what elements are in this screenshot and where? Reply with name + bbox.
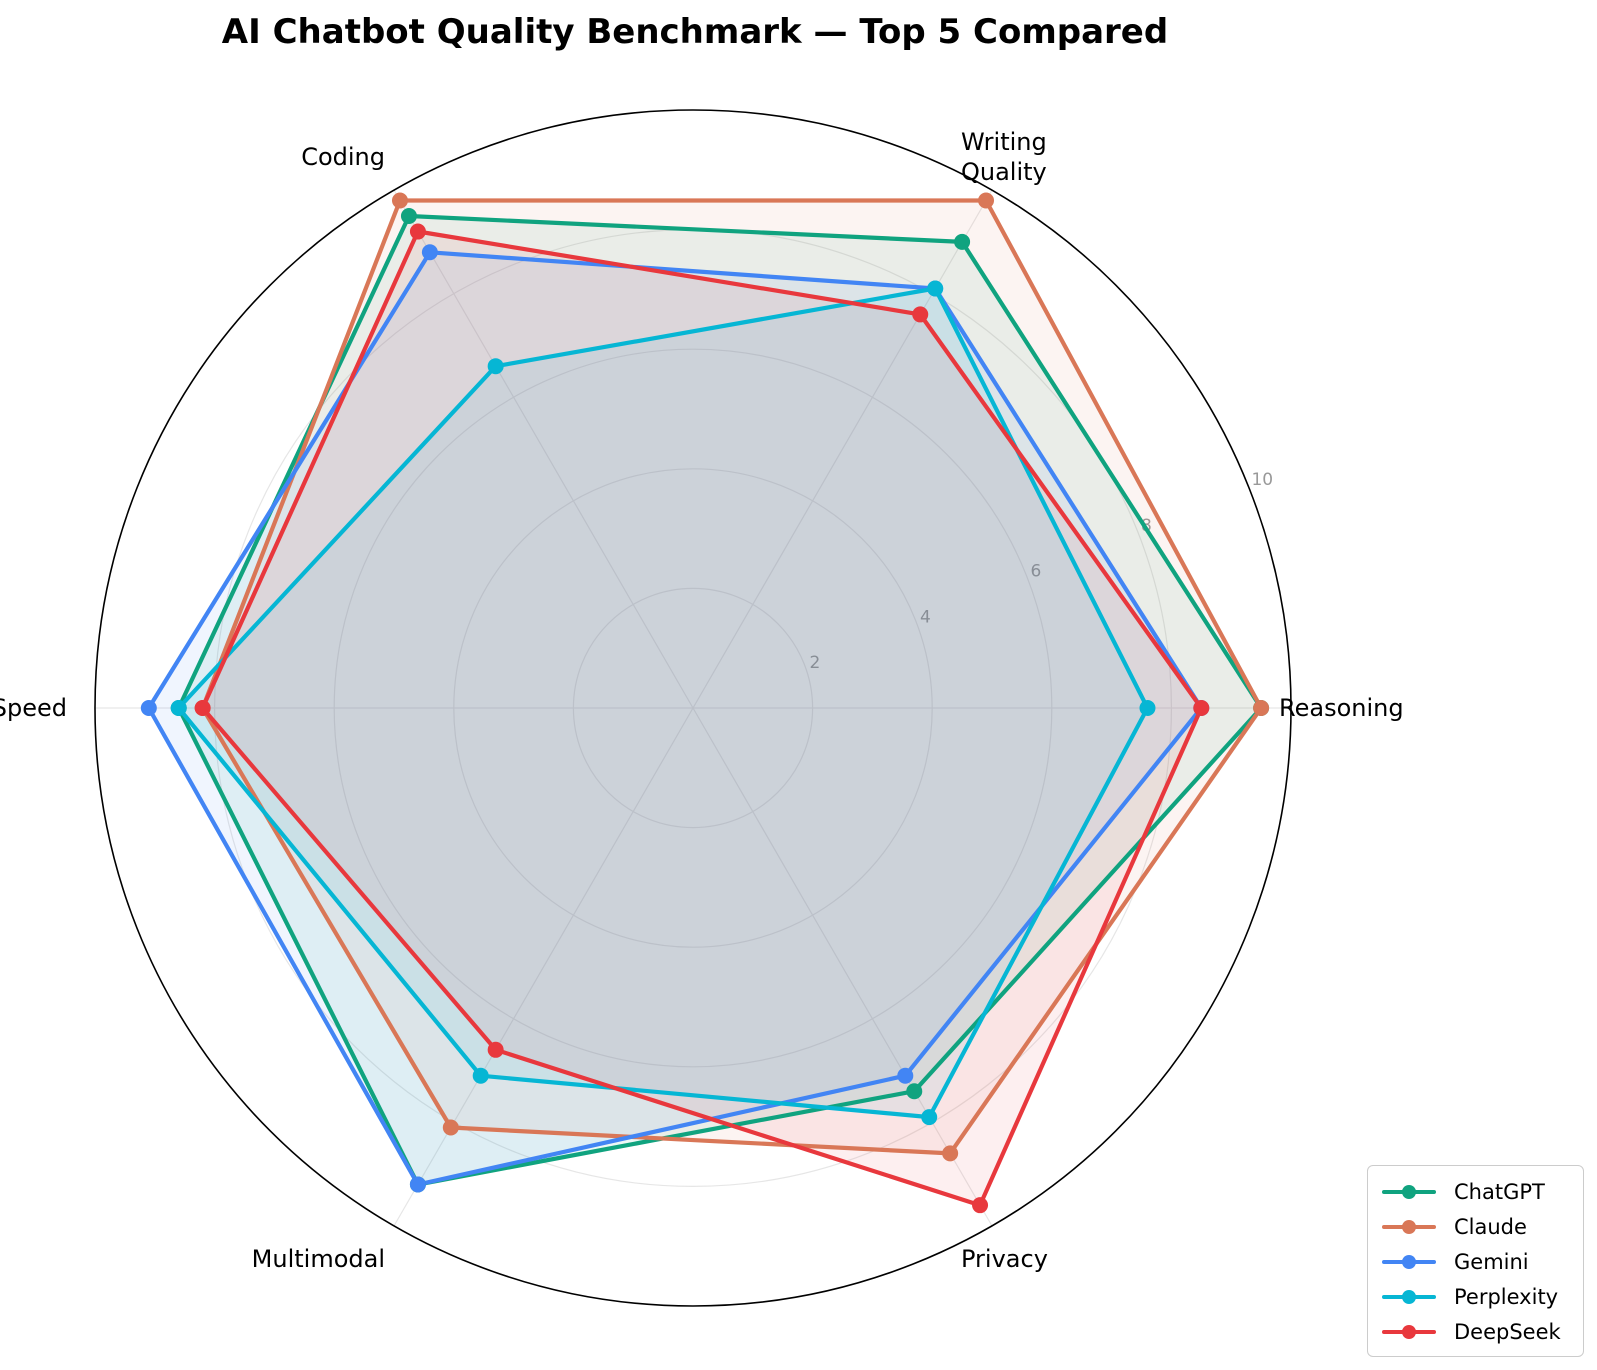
legend-swatch [1382,1220,1436,1234]
legend-label: Perplexity [1454,1285,1559,1309]
data-point [1139,700,1156,716]
legend-swatch [1382,1290,1436,1304]
series-points [140,192,1270,1214]
data-point [170,700,187,716]
data-point [927,280,944,297]
axis-label: Writing Quality [961,128,1047,186]
data-point [194,700,211,716]
data-point [972,1197,989,1214]
series-fill [178,216,1262,1185]
data-point [1253,700,1270,716]
legend-marker [1402,1290,1416,1304]
legend-label: Gemini [1454,1250,1529,1274]
data-point [912,306,929,323]
data-point [140,700,157,716]
axis-label-line: Privacy [961,1245,1048,1273]
data-point [421,244,438,261]
r-tick-label: 6 [1030,562,1041,582]
grid-spoke [393,189,694,709]
series-fills [148,200,1262,1206]
axis-label-line: Speed [0,694,67,722]
r-tick-label: 4 [920,607,931,627]
legend-swatch [1382,1325,1436,1339]
data-point [409,1176,426,1193]
legend-swatch [1382,1185,1436,1199]
legend-marker [1402,1325,1416,1339]
data-point [954,233,971,250]
axis-label-line: Writing [961,128,1047,156]
legend-label: ChatGPT [1454,1180,1545,1204]
legend-marker [1402,1185,1416,1199]
axis-label-line: Reasoning [1279,694,1404,722]
outer-frame [94,109,1292,1307]
legend-label: Claude [1454,1215,1527,1239]
data-point [921,1109,938,1126]
series-fill [202,200,1262,1154]
data-point [472,1067,489,1084]
data-point [487,1041,504,1058]
axis-label: Multimodal [252,1245,385,1273]
axis-label-line: Coding [301,143,385,171]
grid-spoke [692,189,993,709]
series-fill [178,288,1148,1118]
data-point [978,192,995,209]
legend-item: Gemini [1382,1246,1529,1278]
data-point [487,358,504,375]
chart-title: AI Chatbot Quality Benchmark — Top 5 Com… [221,12,1169,52]
r-tick-label: 10 [1251,470,1273,490]
data-point [1193,700,1210,716]
legend-marker [1402,1220,1416,1234]
data-point [442,1119,459,1136]
axis-label: Reasoning [1279,694,1404,722]
legend-item: ChatGPT [1382,1176,1545,1208]
axis-label: Privacy [961,1245,1048,1273]
legend-item: Perplexity [1382,1281,1558,1313]
axis-label: Coding [301,143,385,171]
data-point [400,208,417,225]
legend-swatch [1382,1255,1436,1269]
data-point [391,192,408,209]
data-point [409,223,426,240]
legend: ChatGPT Claude Gemini Perplexity DeepSeek [1367,1165,1584,1357]
series-fill [202,231,1202,1206]
legend-item: Claude [1382,1211,1527,1243]
r-tick-label: 2 [809,653,820,673]
data-point [942,1145,959,1162]
axis-label-line: Quality [961,158,1047,186]
legend-marker [1402,1255,1416,1269]
grid-spoke [393,707,694,1227]
axis-label-line: Multimodal [252,1245,385,1273]
grid-spoke [692,707,993,1227]
axis-label: Speed [0,694,67,722]
legend-item: DeepSeek [1382,1316,1561,1348]
legend-label: DeepSeek [1454,1320,1561,1344]
data-point [906,1083,923,1100]
data-point [897,1067,914,1084]
